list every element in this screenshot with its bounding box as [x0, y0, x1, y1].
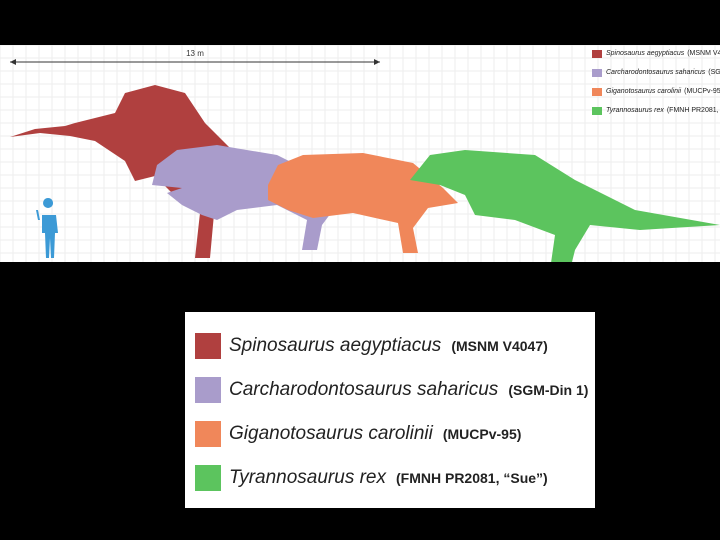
legend-name: Tyrannosaurus rex — [229, 467, 386, 488]
legend-item: Spinosaurus aegyptiacus (MSNM V4047) — [185, 324, 595, 368]
legend-swatch — [195, 377, 221, 403]
legend-item: Carcharodontosaurus saharicus (SGM-Din 1) — [185, 368, 595, 412]
legend-item: Giganotosaurus carolinii (MUCPv-95) — [185, 412, 595, 456]
legend-specimen: (FMNH PR2081, “Sue”) — [396, 470, 548, 486]
legend-name: Carcharodontosaurus saharicus — [229, 379, 499, 400]
dinosaur-silhouette — [268, 153, 458, 253]
legend-name: Giganotosaurus carolinii — [606, 88, 682, 95]
size-comparison: 13 m — [0, 45, 720, 262]
legend-swatch — [195, 465, 221, 491]
legend-specimen: (MUCPv-95) — [442, 426, 522, 442]
legend-name: Spinosaurus aegyptiacus — [229, 335, 442, 356]
small-legend-item: Giganotosaurus carolinii (MUCPv-95) — [592, 82, 720, 101]
legend-swatch — [592, 49, 602, 58]
legend-specimen: (FMNH PR2081, “Sue”) — [666, 107, 720, 114]
legend-specimen: (MSNM V4047) — [687, 50, 720, 57]
legend-specimen: (SGM-Din 1) — [708, 69, 720, 76]
legend-swatch — [195, 333, 221, 359]
silhouettes — [10, 85, 720, 262]
legend-swatch — [195, 421, 221, 447]
legend-name: Tyrannosaurus rex — [606, 107, 664, 114]
legend-swatch — [592, 68, 602, 77]
legend-item: Tyrannosaurus rex (FMNH PR2081, “Sue”) — [185, 456, 595, 500]
legend: Spinosaurus aegyptiacus (MSNM V4047) Carch… — [185, 312, 595, 508]
scale-label: 13 m — [186, 49, 204, 58]
legend-name: Carcharodontosaurus saharicus — [606, 69, 706, 76]
dinosaur-silhouette — [410, 150, 720, 262]
legend-name: Spinosaurus aegyptiacus — [606, 50, 685, 57]
legend-swatch — [592, 106, 602, 115]
legend-specimen: (MUCPv-95) — [684, 88, 720, 95]
small-legend-item: Tyrannosaurus rex(FMNH PR2081, “Sue”) — [592, 101, 720, 120]
legend-swatch — [592, 87, 602, 96]
human — [36, 198, 58, 258]
small-legend-item: Spinosaurus aegyptiacus(MSNM V4047) — [592, 44, 720, 63]
small-legend: Spinosaurus aegyptiacus(MSNM V4047)Carch… — [592, 44, 720, 120]
legend-specimen: (SGM-Din 1) — [508, 382, 589, 398]
dinosaur-silhouette — [10, 85, 235, 258]
legend-specimen: (MSNM V4047) — [451, 338, 548, 354]
small-legend-item: Carcharodontosaurus saharicus(SGM-Din 1) — [592, 63, 720, 82]
legend-name: Giganotosaurus carolinii — [229, 423, 433, 444]
